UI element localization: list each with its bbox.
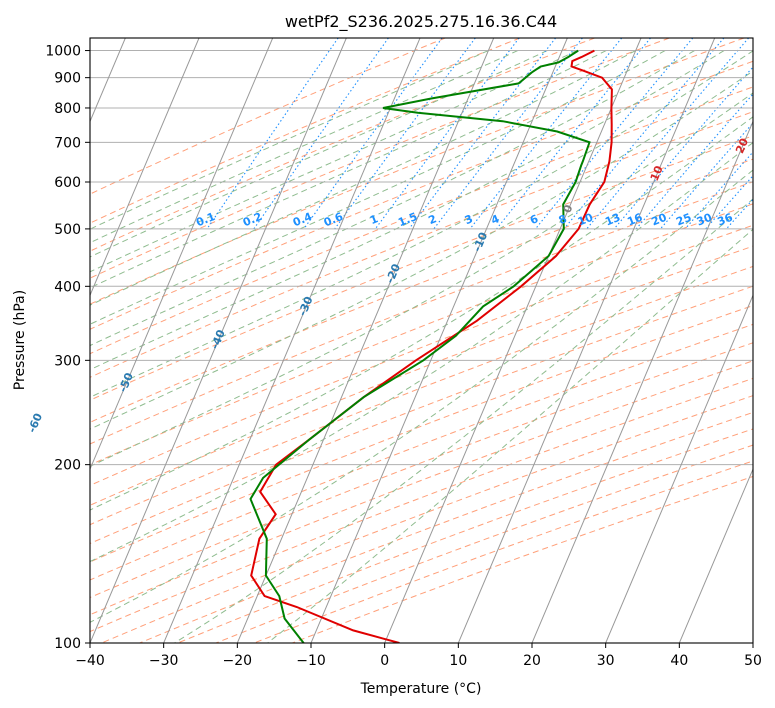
mixing-ratio-label: 25 <box>674 211 693 229</box>
mixing-ratio-line <box>206 38 339 230</box>
y-tick-label: 300 <box>54 353 81 369</box>
moist-adiabat-line <box>90 50 489 230</box>
moist-adiabat-line <box>267 228 753 643</box>
moist-adiabat-line <box>90 50 548 258</box>
x-tick-label: −20 <box>223 653 253 669</box>
x-tick-label: 30 <box>597 653 615 669</box>
x-tick-label: 20 <box>523 653 541 669</box>
moist-adiabat-line <box>90 70 753 430</box>
dry-adiabat-line <box>90 135 753 401</box>
mixing-ratio-label: 2 <box>427 212 439 227</box>
isotherm-label: -60 <box>25 411 45 435</box>
y-tick-label: 600 <box>54 175 81 191</box>
x-tick-label: −10 <box>296 653 326 669</box>
dry-adiabat-line <box>90 158 753 423</box>
isotherm-line <box>163 38 421 643</box>
dry-adiabat-line <box>90 111 753 378</box>
mixing-ratio-line <box>374 38 520 230</box>
temperature-profile <box>250 49 613 643</box>
profile-lines <box>249 49 613 643</box>
plot-frame <box>89 37 754 644</box>
x-tick-label: 0 <box>380 653 389 669</box>
moist-adiabat-line <box>90 169 753 623</box>
mixing-ratio-label: 3 <box>463 212 475 227</box>
isotherm-line <box>310 38 568 643</box>
mixing-ratio-label: 20 <box>650 211 669 229</box>
isotherm-line <box>236 38 495 643</box>
y-tick-label: 400 <box>54 279 81 295</box>
x-tick-label: −30 <box>149 653 179 669</box>
moist-adiabat-line <box>90 50 518 244</box>
mixing-ratio-label: 13 <box>603 211 622 229</box>
mixing-ratio-line <box>469 38 623 230</box>
y-tick-label: 800 <box>54 101 81 117</box>
mixing-ratio-line <box>659 122 753 230</box>
y-tick-label: 500 <box>54 222 81 238</box>
mixing-ratio-label: 36 <box>716 211 735 229</box>
isotherm-line <box>752 641 753 643</box>
mixing-ratio-label: 10 <box>576 211 595 229</box>
y-tick-label: 1000 <box>45 44 81 60</box>
moist-adiabat-line <box>90 50 753 398</box>
x-axis-label: Temperature (°C) <box>360 681 482 697</box>
mixing-ratio-line <box>334 38 476 230</box>
mixing-ratio-label: 16 <box>625 211 644 229</box>
plot-background <box>90 38 753 643</box>
isotherm-line <box>605 294 753 643</box>
y-tick-label: 900 <box>54 71 81 87</box>
moist-adiabat-line <box>90 50 578 273</box>
isotherm-line <box>90 38 200 297</box>
mixing-ratio-line <box>635 93 753 230</box>
moist-adiabat-line <box>90 141 753 563</box>
mixing-ratio-line <box>563 38 725 230</box>
axes: −40 −30 −20 −10 0 10 20 30 40 50 100 200 300 400 500 60… <box>45 44 762 669</box>
x-tick-label: 10 <box>449 653 467 669</box>
isotherm-line <box>457 38 716 643</box>
dry-adiabat-line <box>90 38 521 224</box>
y-tick-label: 700 <box>54 135 81 151</box>
x-tick-label: 50 <box>744 653 762 669</box>
x-tick-label: 40 <box>670 653 688 669</box>
x-tick-label: −40 <box>75 653 105 669</box>
isotherm-label: 10 <box>648 164 666 183</box>
isotherm-line <box>678 467 753 643</box>
mixing-ratio-line <box>303 38 443 230</box>
mixing-ratio-label: 30 <box>695 211 714 229</box>
isotherm-line <box>90 38 347 643</box>
mixing-ratio-label: 1 <box>368 212 380 227</box>
isotherm-line <box>531 120 753 643</box>
mixing-ratio-label: 8 <box>557 212 569 227</box>
moist-adiabat-line <box>90 116 753 511</box>
dry-adiabat-line <box>90 245 753 506</box>
dry-adiabat-line <box>90 360 753 616</box>
dry-adiabat-line <box>90 342 753 599</box>
dry-adiabat-line <box>90 38 446 195</box>
isotherm-line <box>90 38 274 471</box>
mixing-ratio-line <box>496 38 651 230</box>
moist-adiabat-line <box>90 50 636 306</box>
y-tick-label: 200 <box>54 458 81 474</box>
y-tick-label: 100 <box>54 636 81 652</box>
moist-adiabat-line <box>90 92 753 467</box>
moist-adiabat-line <box>90 50 725 371</box>
dry-adiabat-line <box>90 38 745 305</box>
moist-adiabat-line <box>90 50 607 289</box>
background-lines <box>90 38 753 643</box>
dry-adiabat-line <box>90 305 753 563</box>
dewpoint-profile <box>249 49 591 643</box>
chart-title: wetPf2_S236.2025.275.16.36.C44 <box>285 12 557 32</box>
y-axis-label: Pressure (hPa) <box>12 290 28 390</box>
moist-adiabat-line <box>90 50 695 347</box>
dry-adiabat-line <box>90 60 753 330</box>
isotherm-label: 20 <box>733 136 751 155</box>
isotherm-line <box>384 38 642 643</box>
dry-adiabat-line <box>101 395 753 643</box>
